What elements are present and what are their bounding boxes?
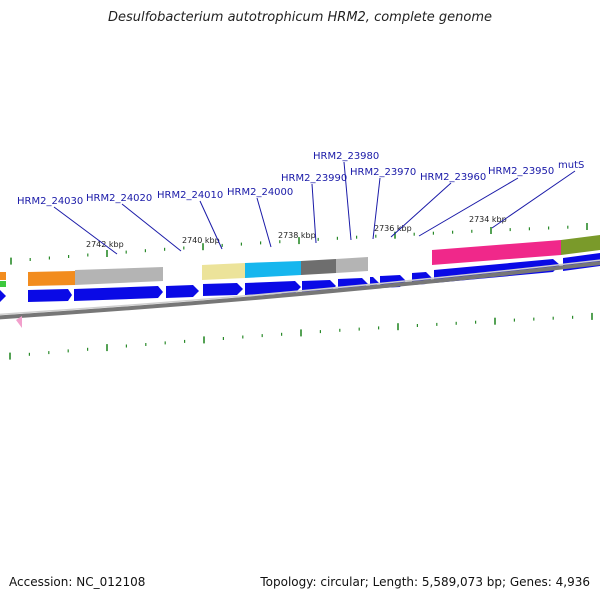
accession-label: Accession: NC_012108 <box>9 575 146 589</box>
kbp-label-2738: 2738 kbp <box>278 231 316 240</box>
genome-backbone-highlight <box>0 259 600 316</box>
feature-olive <box>561 235 600 255</box>
feature-gray-1 <box>75 267 163 285</box>
genome-summary: Topology: circular; Length: 5,589,073 bp… <box>260 575 590 589</box>
cds-arrow <box>0 290 6 302</box>
callout-line <box>199 200 223 250</box>
callout-line <box>372 177 381 240</box>
genome-backbone <box>0 261 600 320</box>
feature-orange-stub <box>0 272 6 280</box>
kbp-scale: 2742 kbp 2740 kbp 2738 kbp 2736 kbp 2734… <box>86 215 507 249</box>
gene-label-hrm2-24020[interactable]: HRM2_24020 <box>86 193 152 204</box>
gene-label-hrm2-23960[interactable]: HRM2_23960 <box>420 172 486 183</box>
gene-label-hrm2-24030[interactable]: HRM2_24030 <box>17 196 83 207</box>
callout-line <box>53 206 118 255</box>
cds-arrow <box>166 285 199 298</box>
callout-line <box>121 203 182 252</box>
feature-orange <box>28 271 75 286</box>
cds-arrow <box>203 283 243 296</box>
callout-line <box>311 183 317 244</box>
callout-line <box>418 177 519 237</box>
gene-label-hrm2-24000[interactable]: HRM2_24000 <box>227 187 293 198</box>
map-title: Desulfobacterium autotrophicum HRM2, com… <box>107 10 493 25</box>
position-marker-icon[interactable] <box>16 316 22 328</box>
inner-tick-track <box>9 312 593 360</box>
kbp-label-2736: 2736 kbp <box>374 224 412 233</box>
feature-khaki <box>202 263 245 280</box>
cds-arrow <box>74 286 163 301</box>
gene-label-hrm2-24010[interactable]: HRM2_24010 <box>157 190 223 201</box>
feature-track <box>0 235 600 287</box>
gene-label-hrm2-23970[interactable]: HRM2_23970 <box>350 167 416 178</box>
feature-green-stub <box>0 281 6 287</box>
callout-line <box>256 197 272 248</box>
kbp-label-2740: 2740 kbp <box>182 236 220 245</box>
gene-callouts: HRM2_24030 HRM2_24020 HRM2_24010 HRM2_24… <box>17 151 584 255</box>
feature-dark-gray <box>301 259 336 275</box>
gene-label-hrm2-23950[interactable]: HRM2_23950 <box>488 166 554 177</box>
gene-label-muts[interactable]: mutS <box>558 160 584 171</box>
cds-arrow <box>28 289 72 302</box>
feature-gray-2 <box>336 257 368 273</box>
callout-line <box>390 182 452 238</box>
gene-label-hrm2-23980[interactable]: HRM2_23980 <box>313 151 379 162</box>
gene-label-hrm2-23990[interactable]: HRM2_23990 <box>281 173 347 184</box>
feature-cyan <box>245 261 301 278</box>
callout-line <box>343 161 352 241</box>
kbp-label-2734: 2734 kbp <box>469 215 507 224</box>
callout-line <box>491 170 576 229</box>
feature-pink <box>432 240 561 265</box>
